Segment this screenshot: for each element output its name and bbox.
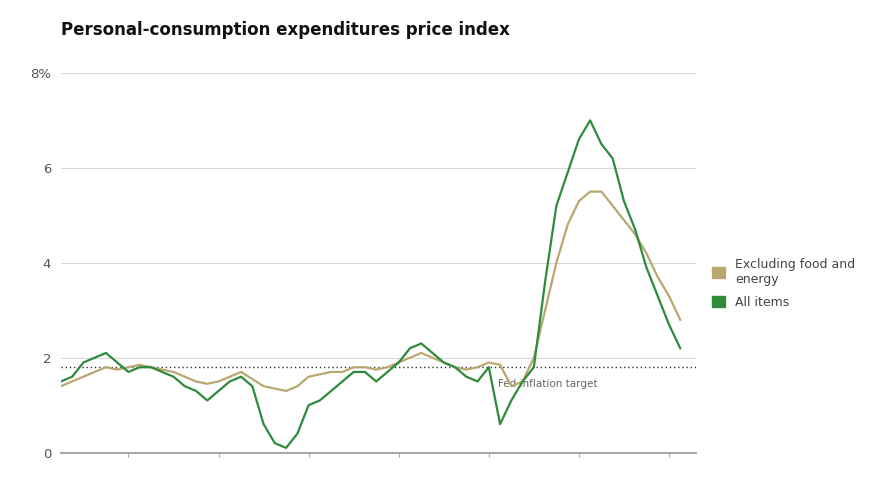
- Text: Personal-consumption expenditures price index: Personal-consumption expenditures price …: [61, 21, 509, 39]
- Legend: Excluding food and
energy, All items: Excluding food and energy, All items: [707, 254, 858, 312]
- Text: Fed inflation target: Fed inflation target: [497, 379, 596, 389]
